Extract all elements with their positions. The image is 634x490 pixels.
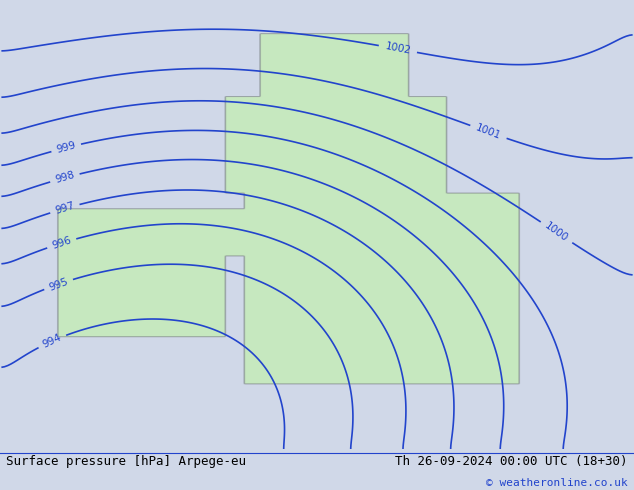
Text: 1000: 1000 — [543, 220, 570, 244]
Text: 998: 998 — [54, 170, 76, 185]
Text: 996: 996 — [51, 235, 73, 251]
Text: © weatheronline.co.uk: © weatheronline.co.uk — [486, 478, 628, 488]
Text: 1002: 1002 — [384, 42, 411, 56]
Text: 995: 995 — [48, 276, 70, 293]
Text: 997: 997 — [54, 201, 76, 216]
Text: 994: 994 — [41, 332, 63, 350]
Text: Th 26-09-2024 00:00 UTC (18+30): Th 26-09-2024 00:00 UTC (18+30) — [395, 455, 628, 468]
Text: 1001: 1001 — [474, 122, 503, 141]
Text: 999: 999 — [55, 140, 77, 155]
Text: Surface pressure [hPa] Arpege-eu: Surface pressure [hPa] Arpege-eu — [6, 455, 247, 468]
